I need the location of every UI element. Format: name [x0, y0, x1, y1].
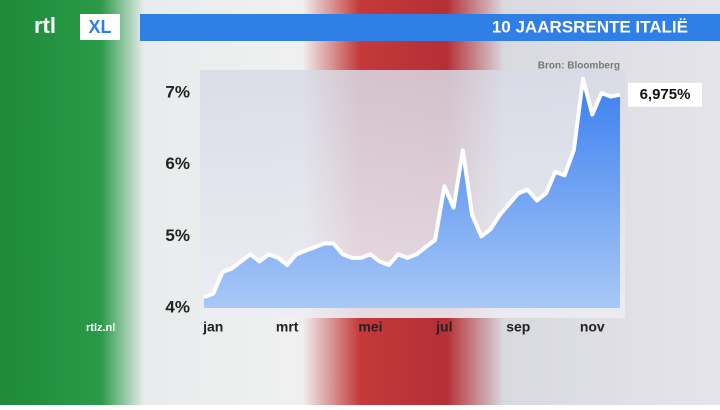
x-tick-label: jan: [202, 319, 223, 335]
x-tick-label: jul: [435, 319, 452, 335]
watermark: rtlz.nl: [86, 322, 115, 334]
y-tick-label: 4%: [165, 297, 190, 316]
chart-title: 10 JAARSRENTE ITALIË: [492, 17, 688, 36]
title-bar: [140, 14, 720, 41]
x-tick-label: nov: [580, 319, 605, 335]
y-tick-label: 6%: [165, 154, 190, 173]
y-tick-label: 7%: [165, 82, 190, 101]
value-label-box: [628, 82, 702, 107]
logo: XL: [88, 17, 111, 37]
x-tick-label: sep: [506, 319, 530, 335]
value-label: 6,975%: [640, 86, 691, 103]
logo-box: [80, 14, 120, 40]
logo: rtl: [34, 13, 56, 38]
x-tick-label: mrt: [276, 319, 299, 335]
x-tick-label: mei: [358, 319, 382, 335]
source: Bron: Bloomberg: [538, 61, 620, 72]
line: [203, 76, 621, 300]
y-tick-label: 5%: [165, 226, 190, 245]
